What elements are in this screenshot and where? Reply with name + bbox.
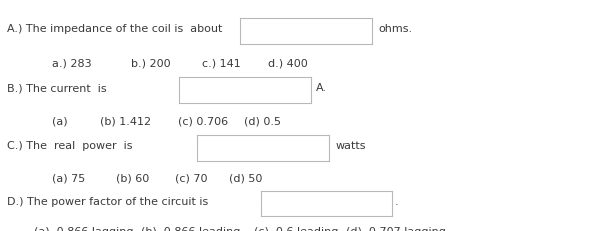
Text: watts: watts: [336, 141, 367, 151]
Text: A.) The impedance of the coil is  about: A.) The impedance of the coil is about: [7, 24, 223, 34]
Text: (d) 50: (d) 50: [229, 174, 262, 184]
Text: (a): (a): [52, 117, 67, 127]
Text: B.) The current  is: B.) The current is: [7, 83, 107, 93]
Text: (b) 1.412: (b) 1.412: [100, 117, 151, 127]
Text: b.) 200: b.) 200: [131, 59, 170, 69]
Text: (d)  0.707 lagging: (d) 0.707 lagging: [346, 227, 446, 231]
Text: (c)  0.6 leading: (c) 0.6 leading: [254, 227, 339, 231]
Text: ohms.: ohms.: [379, 24, 413, 34]
Text: (b)  0.866 leading: (b) 0.866 leading: [141, 227, 240, 231]
Text: (d) 0.5: (d) 0.5: [244, 117, 281, 127]
Text: c.) 141: c.) 141: [202, 59, 241, 69]
Text: d.) 400: d.) 400: [268, 59, 308, 69]
Text: a.) 283: a.) 283: [52, 59, 92, 69]
Text: (a) 75: (a) 75: [52, 174, 85, 184]
Text: A.: A.: [316, 83, 327, 93]
Text: D.) The power factor of the circuit is: D.) The power factor of the circuit is: [7, 197, 208, 207]
Text: (c) 0.706: (c) 0.706: [178, 117, 228, 127]
Text: C.) The  real  power  is: C.) The real power is: [7, 141, 133, 151]
Text: .: .: [395, 197, 398, 207]
Text: (a)  0.866 lagging: (a) 0.866 lagging: [34, 227, 133, 231]
Text: (c) 70: (c) 70: [175, 174, 208, 184]
Text: (b) 60: (b) 60: [116, 174, 150, 184]
